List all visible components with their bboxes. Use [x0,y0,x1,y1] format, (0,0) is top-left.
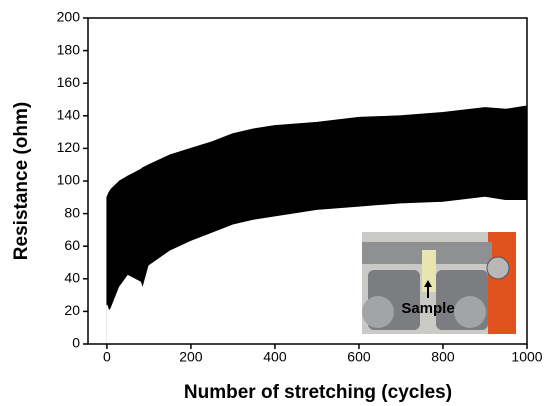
y-tick-label: 200 [57,9,81,25]
x-tick-label: 1000 [511,349,542,365]
y-tick-label: 140 [57,107,81,123]
y-tick-label: 80 [64,204,80,220]
x-tick-label: 400 [263,349,287,365]
x-tick-label: 0 [103,349,111,365]
inset-knob [486,256,510,280]
axes: 0 20 40 60 80 100 120 140 160 180 200 0 200 400 600 800… [57,9,543,365]
y-tick-label: 100 [57,172,81,188]
y-tick-label: 20 [64,302,80,318]
x-axis-title: Number of stretching (cycles) [184,382,452,403]
inset-sample [422,250,436,292]
y-tick-label: 0 [72,335,80,351]
x-tick-label: 800 [431,349,455,365]
y-tick-label: 180 [57,41,81,57]
x-tick-label: 200 [179,349,203,365]
inset-wheel [454,296,486,328]
inset-wheel [362,296,394,328]
y-tick-label: 60 [64,237,80,253]
y-tick-label: 160 [57,74,81,90]
x-tick-label: 600 [347,349,371,365]
inset-label: Sample [401,300,454,317]
inset-frame [488,232,516,334]
inset-photo: Sample [362,232,516,334]
y-axis-title: Resistance (ohm) [11,102,32,260]
y-tick-label: 120 [57,139,81,155]
y-tick-label: 40 [64,270,80,286]
inset-arrowhead [424,280,432,287]
